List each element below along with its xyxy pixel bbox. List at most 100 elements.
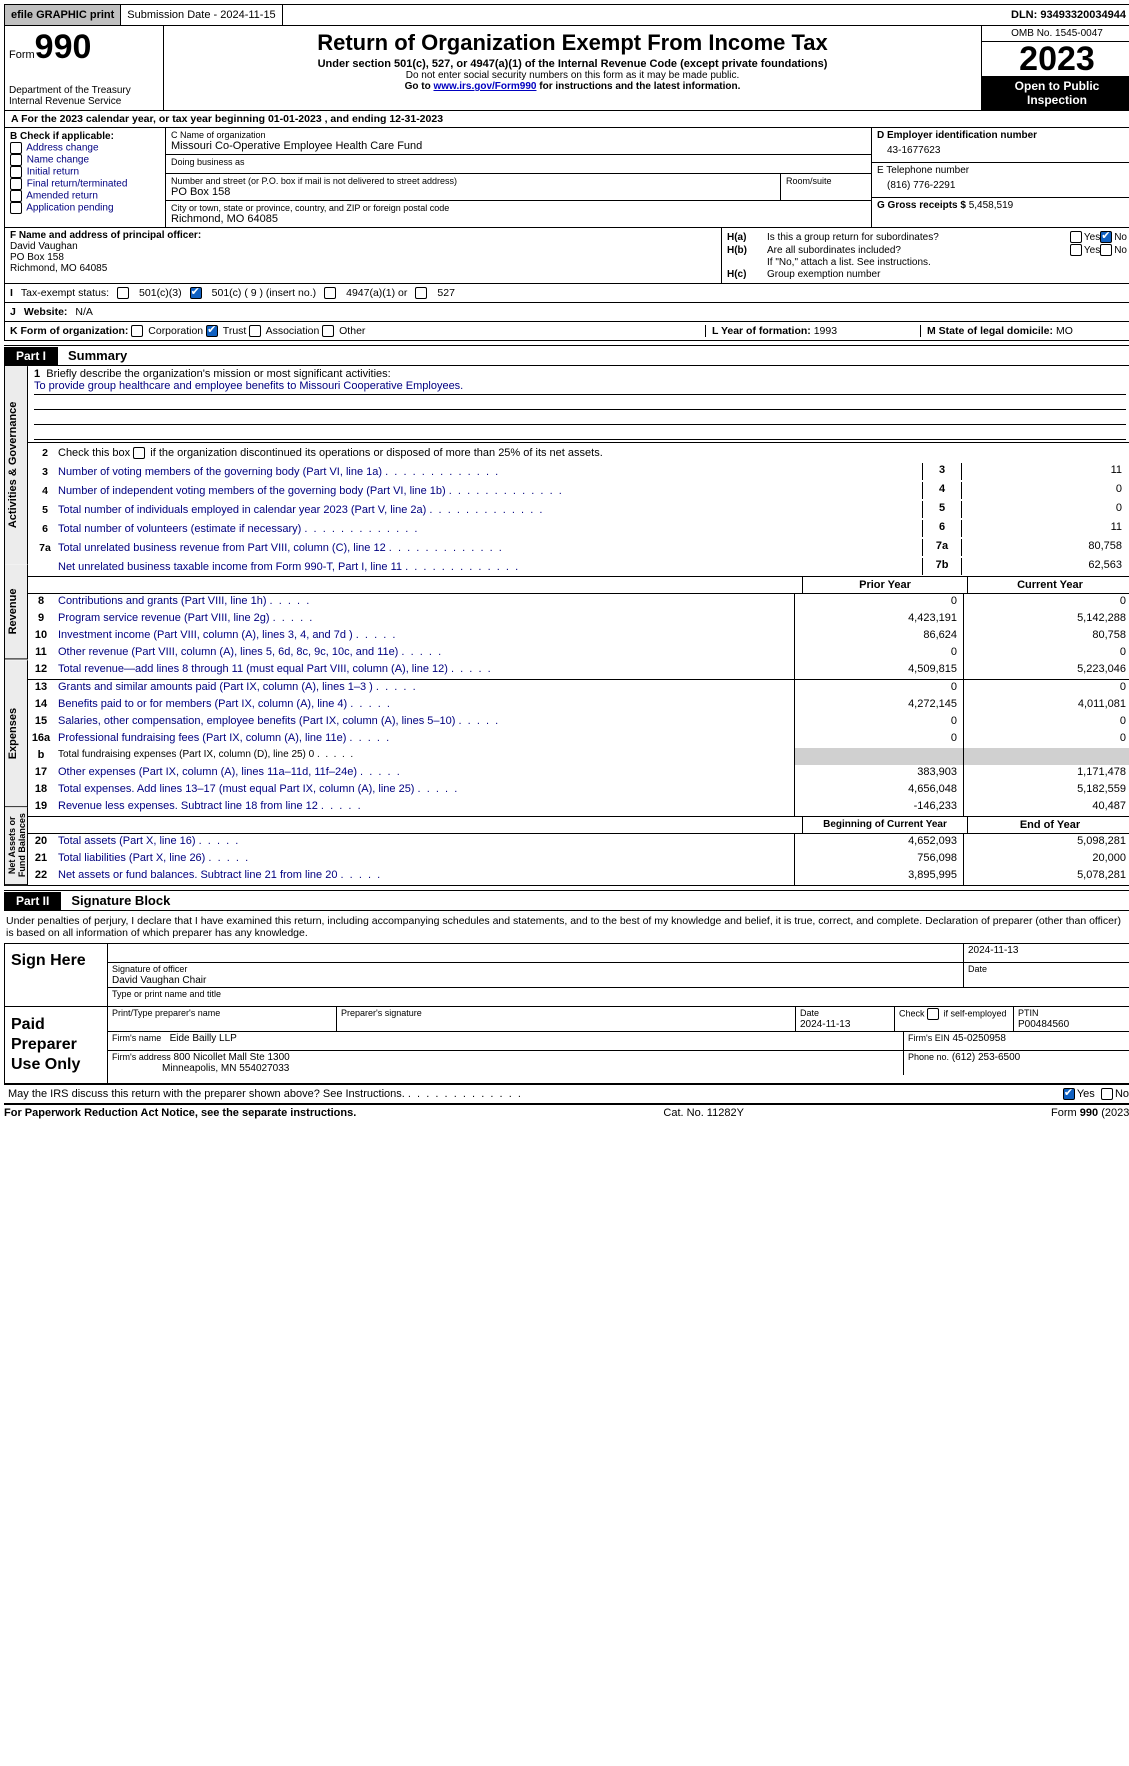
rev-line-8: 8Contributions and grants (Part VIII, li… [28, 594, 1129, 611]
rev-line-9: 9Program service revenue (Part VIII, lin… [28, 611, 1129, 628]
form-subtitle: Under section 501(c), 527, or 4947(a)(1)… [170, 58, 975, 70]
dln: DLN: 93493320034944 [1005, 5, 1129, 25]
open-public-1: Open to Public [984, 79, 1129, 93]
prep-date: 2024-11-13 [800, 1019, 850, 1030]
form-header: Form990 Department of the Treasury Inter… [4, 26, 1129, 111]
box-c: C Name of organization Missouri Co-Opera… [166, 128, 871, 227]
efile-label: efile GRAPHIC print [5, 5, 121, 25]
page-footer: For Paperwork Reduction Act Notice, see … [4, 1105, 1129, 1119]
exp-line-19: 19Revenue less expenses. Subtract line 1… [28, 799, 1129, 816]
rev-line-11: 11Other revenue (Part VIII, column (A), … [28, 645, 1129, 662]
firm-phone: (612) 253-6500 [952, 1052, 1020, 1063]
cb-name-change[interactable] [10, 154, 22, 166]
irs-label: Internal Revenue Service [9, 96, 159, 107]
rev-line-12: 12Total revenue—add lines 8 through 11 (… [28, 662, 1129, 679]
state-domicile: MO [1056, 325, 1073, 337]
na-line-21: 21Total liabilities (Part X, line 26)756… [28, 851, 1129, 868]
city-val: Richmond, MO 64085 [171, 213, 278, 225]
firm-ein: 45-0250958 [953, 1033, 1006, 1044]
form-number: 990 [35, 28, 92, 66]
info-f-h: F Name and address of principal officer:… [4, 228, 1129, 284]
org-name: Missouri Co-Operative Employee Health Ca… [171, 140, 422, 152]
irs-link[interactable]: www.irs.gov/Form990 [433, 81, 536, 92]
sign-here-label: Sign Here [5, 944, 108, 1006]
submission-date: Submission Date - 2024-11-15 [121, 5, 282, 25]
exp-line-17: 17Other expenses (Part IX, column (A), l… [28, 765, 1129, 782]
cb-self-employed[interactable] [927, 1008, 939, 1020]
discuss-yes[interactable] [1063, 1088, 1075, 1100]
exp-line-18: 18Total expenses. Add lines 13–17 (must … [28, 782, 1129, 799]
ha-yes[interactable] [1070, 231, 1082, 243]
box-b-title: B Check if applicable: [10, 131, 160, 142]
vlabel-exp: Expenses [5, 660, 28, 807]
row-a-period: A For the 2023 calendar year, or tax yea… [4, 111, 1129, 128]
discuss-row: May the IRS discuss this return with the… [4, 1084, 1129, 1105]
gross-val: 5,458,519 [969, 200, 1014, 211]
box-b: B Check if applicable: Address change Na… [5, 128, 166, 227]
exp-line-13: 13Grants and similar amounts paid (Part … [28, 680, 1129, 697]
form-word: Form [9, 49, 35, 61]
cb-address-change[interactable] [10, 142, 22, 154]
gross-lbl: G Gross receipts $ [877, 200, 966, 211]
cb-discontinued[interactable] [133, 447, 145, 459]
cb-corp[interactable] [131, 325, 143, 337]
officer-addr2: Richmond, MO 64085 [10, 263, 716, 274]
city-lbl: City or town, state or province, country… [171, 203, 866, 213]
dba-lbl: Doing business as [171, 157, 866, 167]
vlabel-na: Net Assets or Fund Balances [5, 807, 28, 885]
topbar: efile GRAPHIC print Submission Date - 20… [4, 4, 1129, 26]
ptin: P00484560 [1018, 1019, 1069, 1030]
cb-501c[interactable] [190, 287, 202, 299]
cb-initial-return[interactable] [10, 166, 22, 178]
part2-header: Part II Signature Block [4, 890, 1129, 911]
firm-name: Eide Bailly LLP [170, 1033, 237, 1044]
cb-other[interactable] [322, 325, 334, 337]
phone-val: (816) 776-2291 [877, 176, 1127, 195]
summary-block: Activities & Governance Revenue Expenses… [4, 366, 1129, 886]
ein-lbl: D Employer identification number [877, 130, 1127, 141]
ha-no[interactable] [1100, 231, 1112, 243]
cb-501c3[interactable] [117, 287, 129, 299]
exp-line-15: 15Salaries, other compensation, employee… [28, 714, 1129, 731]
addr-lbl: Number and street (or P.O. box if mail i… [171, 176, 775, 186]
open-public-2: Inspection [984, 93, 1129, 107]
room-lbl: Room/suite [786, 176, 866, 186]
exp-line-16a: 16aProfessional fundraising fees (Part I… [28, 731, 1129, 748]
officer-addr1: PO Box 158 [10, 252, 716, 263]
cb-app-pending[interactable] [10, 202, 22, 214]
firm-addr1: 800 Nicollet Mall Ste 1300 [174, 1052, 290, 1063]
hb-no[interactable] [1100, 244, 1112, 256]
cb-4947[interactable] [324, 287, 336, 299]
tax-status-row: I Tax-exempt status: 501(c)(3) 501(c) ( … [4, 284, 1129, 303]
org-name-lbl: C Name of organization [171, 130, 866, 140]
officer-signature: David Vaughan Chair [112, 975, 206, 986]
sign-here-block: Sign Here 2024-11-13 Signature of office… [4, 943, 1129, 1007]
cb-assoc[interactable] [249, 325, 261, 337]
line-2: 2 Check this box if the organization dis… [28, 443, 1129, 462]
goto-post: for instructions and the latest informat… [536, 81, 740, 92]
gov-line-4: 4Number of independent voting members of… [28, 481, 1129, 500]
sign-date: 2024-11-13 [964, 944, 1129, 962]
na-line-22: 22Net assets or fund balances. Subtract … [28, 868, 1129, 885]
vlabel-rev: Revenue [5, 564, 28, 659]
exp-line-b: bTotal fundraising expenses (Part IX, co… [28, 748, 1129, 765]
website-row: J Website: N/A [4, 303, 1129, 322]
cb-final-return[interactable] [10, 178, 22, 190]
officer-name: David Vaughan [10, 241, 716, 252]
hb-note: If "No," attach a list. See instructions… [727, 257, 1127, 268]
hb-yes[interactable] [1070, 244, 1082, 256]
cb-amended[interactable] [10, 190, 22, 202]
main-info: B Check if applicable: Address change Na… [4, 128, 1129, 228]
website-val: N/A [75, 306, 93, 318]
cb-trust[interactable] [206, 325, 218, 337]
na-header: Beginning of Current Year End of Year [28, 817, 1129, 834]
gov-line-7a: 7aTotal unrelated business revenue from … [28, 538, 1129, 557]
k-l-m-row: K Form of organization: Corporation Trus… [4, 322, 1129, 341]
rev-line-10: 10Investment income (Part VIII, column (… [28, 628, 1129, 645]
discuss-no[interactable] [1101, 1088, 1113, 1100]
ein-val: 43-1677623 [877, 141, 1127, 160]
gov-line-7b: Net unrelated business taxable income fr… [28, 557, 1129, 576]
mission-text: To provide group healthcare and employee… [34, 380, 1126, 395]
cb-527[interactable] [415, 287, 427, 299]
form-title: Return of Organization Exempt From Incom… [170, 30, 975, 56]
